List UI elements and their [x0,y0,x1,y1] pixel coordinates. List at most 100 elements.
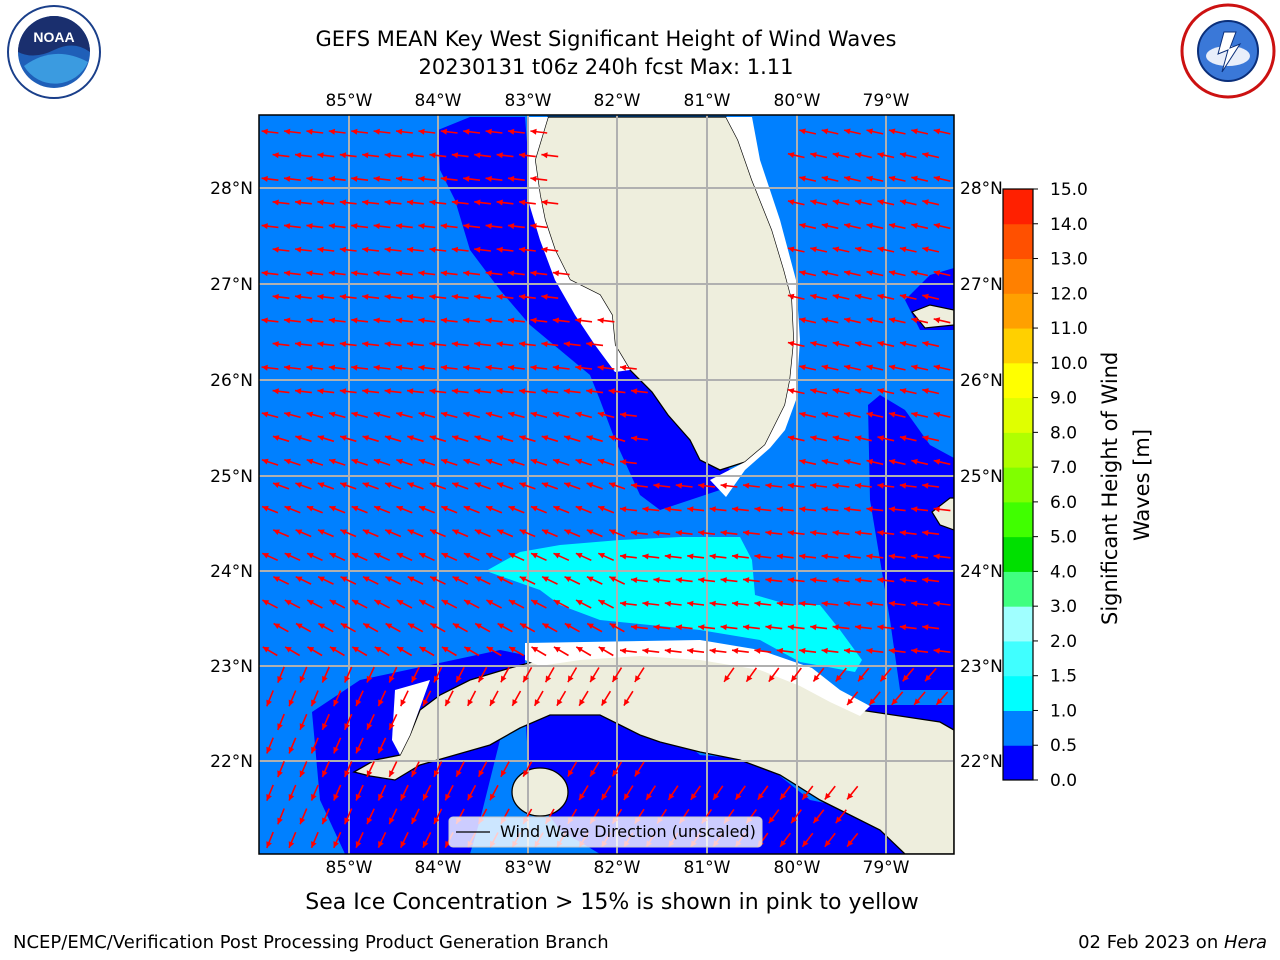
lon-label-top: 79°W [863,91,910,111]
colorbar-label-line2: Waves [m] [1130,429,1154,541]
colorbar-swatch [1003,571,1033,607]
colorbar-tick-label: 2.0 [1050,632,1077,652]
wave-arrow-head [642,600,649,607]
lat-label-right: 28°N [960,179,1003,199]
wave-arrow-head [866,600,873,607]
colorbar-swatch [1003,432,1033,468]
wave-arrow-head [844,364,851,371]
wave-arrow-head [642,553,649,560]
wave-arrow-head [351,223,358,230]
wave-arrow-head [508,600,516,606]
wave-arrow-head [423,840,429,848]
lat-label-left: 28°N [210,179,253,199]
wave-arrow-head [418,175,425,182]
wave-arrow-head [352,600,359,606]
wave-arrow-head [474,293,481,300]
wave-arrow-head [832,293,840,300]
wave-arrow-head [620,411,627,418]
colorbar-swatch [1003,640,1033,677]
lat-label-left: 27°N [210,275,253,295]
wave-arrow-head [440,175,448,182]
wave-arrow-head [419,553,426,559]
wave-arrow-head [709,553,716,560]
wave-arrow-head [542,623,550,629]
colorbar-swatch [1003,328,1033,364]
wave-arrow-head [344,675,350,683]
wave-arrow-head [508,317,515,324]
wave-arrow-head [378,746,384,754]
wave-arrow-head [306,128,313,135]
wave-arrow-head [530,128,537,135]
wave-arrow-head [355,841,362,848]
wave-arrow-head [355,793,362,801]
wave-arrow-head [642,506,649,513]
wave-arrow-head [911,175,918,182]
wave-arrow-head [899,388,907,394]
wave-arrow-head [362,482,370,488]
colorbar-tick-label: 6.0 [1050,493,1077,513]
wave-arrow-head [306,223,313,230]
wave-arrow-head [407,576,415,582]
wave-arrow-head [620,553,627,560]
wave-arrow-head [451,246,459,253]
wave-arrow-head [933,647,940,654]
wave-arrow-head [866,647,873,654]
wave-arrow-head [787,199,795,206]
wave-arrow-head [914,698,921,705]
wave-arrow-head [351,458,359,465]
wave-arrow-head [844,411,851,418]
wave-arrow-head [355,746,362,754]
wave-arrow-head [799,222,806,229]
wave-arrow-head [407,341,414,348]
wave-arrow-head [418,411,426,418]
wave-arrow-head [311,699,317,707]
wave-arrow-head [400,699,406,707]
wave-arrow-head [799,647,806,654]
wave-arrow-head [586,388,593,395]
wave-arrow-head [787,293,795,300]
wave-arrow-head [609,576,617,582]
wave-arrow-head [866,317,873,324]
wave-arrow-head [754,600,761,607]
lon-label-top: 83°W [505,91,552,111]
wave-arrow-head [597,411,605,418]
wave-arrow-head [362,529,370,535]
colorbar-label-line1: Significant Height of Wind [1098,352,1122,625]
wave-arrow-head [284,411,291,418]
wave-arrow-head [474,576,482,582]
wave-arrow-head [754,506,761,513]
wave-arrow-head [508,128,515,135]
wave-arrow-head [821,128,829,135]
wave-arrow-head [922,246,929,253]
wave-arrow-head [396,128,403,135]
wave-arrow-head [821,175,829,182]
wave-arrow-head [261,458,269,465]
wave-arrow-head [397,646,404,653]
wave-arrow-head [295,341,302,348]
wave-arrow-head [664,506,672,513]
isla-juventud-land [511,767,569,817]
wave-arrow-head [933,506,940,513]
wave-arrow-head [434,817,440,824]
wave-arrow-head [530,364,537,371]
wave-arrow-head [464,646,471,653]
wave-arrow-head [564,623,572,629]
colorbar-swatch [1003,467,1033,503]
wave-arrow-head [362,341,369,348]
wave-arrow-head [567,675,574,683]
colorbar-tick-label: 3.0 [1050,597,1077,617]
wave-arrow-head [306,317,313,324]
wave-arrow-head [902,674,909,682]
wave-arrow-head [262,646,270,653]
wave-arrow-head [441,600,449,606]
wave-arrow-head [821,506,828,513]
wave-arrow-head [463,317,470,324]
wave-arrow-head [385,482,392,488]
wave-arrow-head [295,529,303,535]
wave-arrow-head [575,553,583,559]
wave-arrow-head [563,388,571,395]
wave-arrow-head [899,624,907,631]
wave-arrow-head [787,152,795,158]
wave-arrow-head [288,699,295,707]
wave-arrow-head [776,647,784,654]
